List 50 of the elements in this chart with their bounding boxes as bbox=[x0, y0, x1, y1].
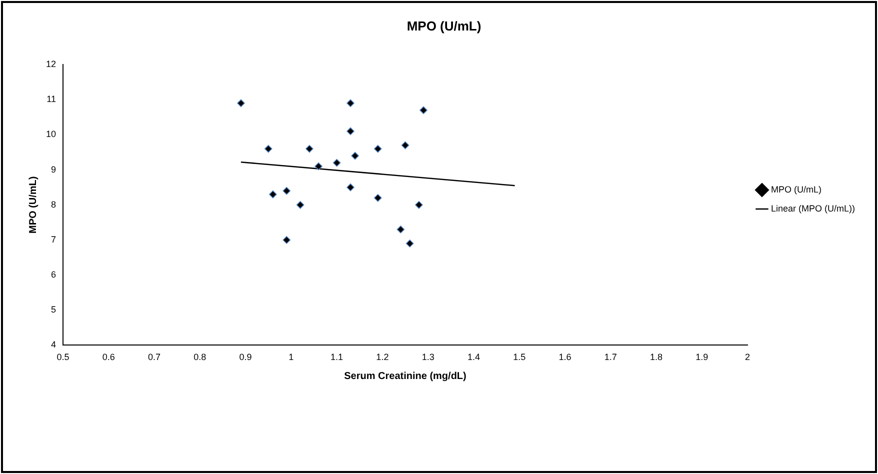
point bbox=[420, 106, 428, 114]
x-tick-label: 1.8 bbox=[650, 352, 662, 362]
y-tick-label: 5 bbox=[50, 304, 56, 315]
x-tick-label: 1.9 bbox=[696, 352, 708, 362]
point bbox=[374, 144, 382, 153]
x-tick-label: 1.5 bbox=[513, 352, 526, 362]
x-tick-label: 1 bbox=[288, 352, 294, 362]
point bbox=[415, 201, 423, 209]
y-axis-title: MPO (U/mL) bbox=[28, 176, 39, 234]
x-tick-label: 0.8 bbox=[194, 352, 206, 362]
point bbox=[346, 183, 354, 192]
y-tick-label: 4 bbox=[50, 340, 56, 350]
point bbox=[306, 144, 314, 153]
point bbox=[332, 158, 341, 167]
x-tick-label: 0.9 bbox=[239, 352, 252, 362]
x-tick-label: 1.3 bbox=[422, 352, 434, 362]
chart-title: MPO (U/mL) bbox=[406, 18, 482, 34]
legend-label: MPO (U/mL) bbox=[770, 184, 822, 194]
point bbox=[346, 99, 354, 108]
y-tick-label: 7 bbox=[50, 234, 56, 244]
point bbox=[237, 99, 245, 108]
y-tick-label: 8 bbox=[50, 199, 56, 210]
x-axis-title: Serum Creatinine (mg/dL) bbox=[344, 370, 466, 382]
x-tick-label: 0.5 bbox=[56, 352, 70, 362]
y-tick-label: 12 bbox=[46, 59, 56, 70]
x-tick-label: 1.7 bbox=[604, 352, 617, 362]
point bbox=[282, 236, 291, 244]
point bbox=[269, 190, 277, 198]
point bbox=[346, 127, 354, 136]
point bbox=[396, 226, 405, 234]
point bbox=[351, 152, 359, 160]
point bbox=[282, 186, 291, 195]
legend-label: Linear (MPO (U/mL)) bbox=[770, 203, 856, 214]
y-tick-label: 11 bbox=[46, 94, 56, 104]
y-tick-label: 10 bbox=[46, 129, 56, 140]
y-tick-label: 9 bbox=[50, 164, 56, 174]
x-tick-label: 1.6 bbox=[558, 352, 572, 362]
x-tick-label: 1.1 bbox=[330, 352, 344, 362]
point bbox=[401, 141, 410, 150]
point bbox=[374, 194, 382, 202]
y-tick-label: 6 bbox=[50, 270, 56, 280]
x-tick-label: 0.6 bbox=[102, 352, 115, 362]
x-tick-label: 2 bbox=[744, 352, 750, 362]
point bbox=[314, 162, 322, 170]
x-tick-label: 0.7 bbox=[148, 352, 161, 362]
x-tick-label: 1.2 bbox=[376, 352, 389, 362]
point bbox=[296, 201, 304, 209]
point bbox=[264, 144, 272, 153]
x-tick-label: 1.4 bbox=[467, 352, 480, 362]
point bbox=[406, 240, 414, 248]
